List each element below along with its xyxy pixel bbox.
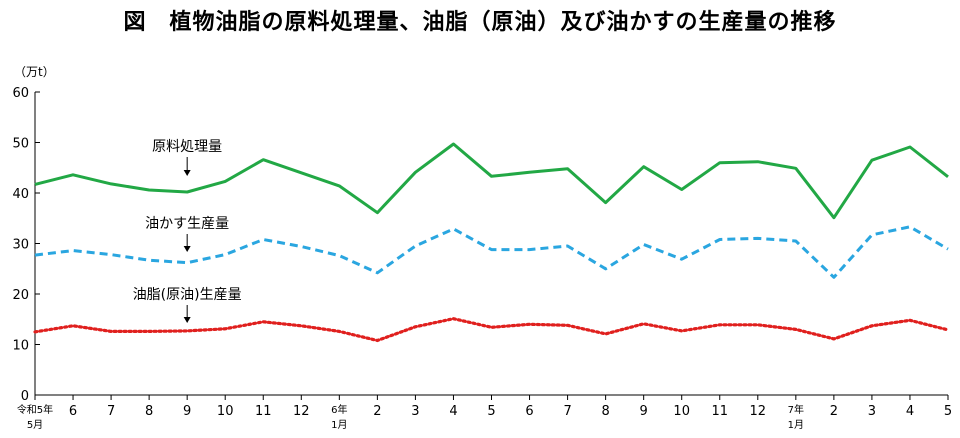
y-tick-label: 0 [21, 389, 29, 404]
y-unit-label: （万t） [14, 65, 55, 79]
x-tick-label: 7年 [788, 403, 804, 416]
x-tick-label: 11 [711, 404, 728, 419]
x-tick-label: 2 [830, 404, 838, 419]
x-tick-label: 7 [563, 404, 571, 419]
x-tick-label: 10 [673, 404, 690, 419]
series-line-1 [34, 225, 949, 279]
series-line-2 [33, 317, 950, 343]
x-tick-label: 4 [906, 404, 914, 419]
x-tick-label: 2 [373, 404, 381, 419]
x-tick-label: 4 [449, 404, 457, 419]
series-arrow-head-1 [183, 246, 191, 252]
series-label-2: 油脂(原油)生産量 [133, 287, 242, 303]
x-tick-label: 8 [601, 404, 609, 419]
x-tick-label: 3 [868, 404, 876, 419]
axes: （万t） 0 10 20 30 40 50 60 令和5年 5月 6 7 8 9 10 11 12 6年 1月 2 3 4… [12, 65, 952, 431]
x-tick-label: 12 [750, 404, 767, 419]
x-tick-label: 11 [255, 404, 272, 419]
x-tick-label-sub: 1月 [788, 419, 804, 431]
x-tick-label: 6 [525, 404, 533, 419]
x-tick-label: 10 [217, 404, 234, 419]
series-arrow-head-0 [183, 170, 191, 176]
series-arrow-head-2 [183, 317, 191, 323]
x-tick-label: 7 [107, 404, 115, 419]
x-tick-label-sub: 1月 [331, 419, 347, 431]
y-tick-label: 40 [12, 187, 29, 202]
x-tick-label: 5 [487, 404, 495, 419]
x-tick-label: 5 [944, 404, 952, 419]
x-tick-label: 8 [145, 404, 153, 419]
y-tick-label: 20 [12, 288, 29, 303]
y-tick-label: 10 [12, 339, 29, 354]
x-tick-label: 3 [411, 404, 419, 419]
y-tick-label: 30 [12, 238, 29, 253]
x-tick-label-sub: 5月 [27, 419, 43, 431]
series-line-0 [34, 142, 949, 220]
y-tick-label: 60 [12, 86, 29, 101]
x-tick-label: 令和5年 [17, 403, 53, 416]
series-lines [33, 142, 950, 343]
x-tick-label: 9 [640, 404, 648, 419]
x-tick-label: 6年 [331, 403, 347, 416]
x-tick-label: 6 [69, 404, 77, 419]
y-tick-label: 50 [12, 137, 29, 152]
chart-title: 図 植物油脂の原料処理量、油脂（原油）及び油かすの生産量の推移 [123, 10, 837, 35]
x-tick-label: 9 [183, 404, 191, 419]
x-tick-label: 12 [293, 404, 310, 419]
series-label-0: 原料処理量 [152, 139, 222, 155]
series-label-1: 油かす生産量 [145, 216, 229, 232]
